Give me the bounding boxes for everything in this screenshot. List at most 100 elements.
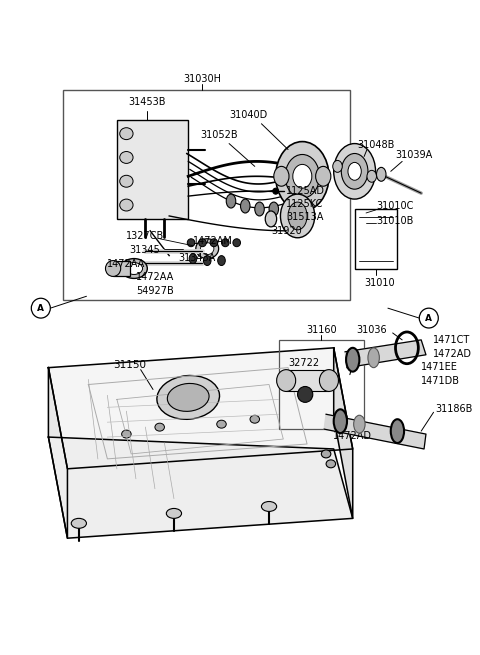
Bar (113, 261, 130, 276)
Bar (117, 120, 188, 219)
Polygon shape (48, 437, 353, 538)
Ellipse shape (346, 348, 360, 371)
Ellipse shape (376, 168, 386, 181)
Ellipse shape (276, 369, 296, 392)
Ellipse shape (233, 239, 240, 247)
Text: 1472AA: 1472AA (136, 272, 174, 282)
Ellipse shape (189, 253, 197, 263)
Ellipse shape (316, 166, 331, 186)
Ellipse shape (250, 415, 260, 423)
Ellipse shape (201, 243, 214, 255)
Ellipse shape (273, 188, 278, 194)
Ellipse shape (125, 263, 143, 274)
Text: 1472AD: 1472AD (432, 349, 471, 359)
Ellipse shape (288, 202, 307, 230)
Text: 31920: 31920 (271, 226, 302, 236)
Ellipse shape (391, 419, 404, 443)
Ellipse shape (285, 155, 319, 198)
Ellipse shape (71, 518, 86, 529)
Ellipse shape (262, 502, 276, 512)
Text: 1471EE: 1471EE (421, 362, 458, 371)
Ellipse shape (204, 255, 211, 265)
Text: 31345: 31345 (129, 245, 160, 255)
Text: 31010B: 31010B (376, 216, 414, 226)
Ellipse shape (293, 164, 312, 188)
Ellipse shape (121, 430, 131, 438)
Ellipse shape (334, 143, 375, 199)
Ellipse shape (120, 151, 133, 163)
Bar (63, 90, 350, 300)
Ellipse shape (354, 415, 365, 433)
Ellipse shape (326, 460, 336, 468)
Ellipse shape (167, 508, 181, 518)
Polygon shape (324, 414, 426, 449)
Ellipse shape (221, 239, 229, 247)
Ellipse shape (120, 199, 133, 211)
Text: 31513A: 31513A (286, 212, 324, 222)
Polygon shape (345, 340, 426, 367)
Text: 1472AA: 1472AA (108, 259, 145, 269)
Text: 31030H: 31030H (183, 74, 221, 84)
Ellipse shape (226, 194, 236, 208)
Ellipse shape (276, 141, 329, 211)
Text: 31048B: 31048B (358, 140, 395, 149)
Ellipse shape (367, 170, 376, 182)
Text: 31160: 31160 (306, 325, 336, 335)
Text: 31010: 31010 (364, 278, 395, 288)
Text: 1472AM: 1472AM (193, 236, 233, 246)
Polygon shape (334, 348, 353, 518)
Circle shape (31, 298, 50, 318)
Circle shape (420, 308, 438, 328)
Ellipse shape (333, 160, 342, 172)
Bar (355, 209, 397, 269)
Text: A: A (37, 304, 44, 312)
Ellipse shape (368, 348, 379, 367)
Text: 1472AD: 1472AD (333, 431, 372, 441)
Bar (286, 369, 329, 392)
Text: 31186B: 31186B (435, 404, 473, 415)
Polygon shape (48, 348, 353, 469)
Text: 31010C: 31010C (376, 201, 414, 211)
Text: A: A (425, 314, 432, 322)
Text: 31036: 31036 (357, 325, 387, 335)
Ellipse shape (255, 202, 264, 216)
Ellipse shape (334, 409, 347, 433)
Ellipse shape (155, 423, 165, 431)
Text: 31040D: 31040D (229, 110, 267, 120)
Text: 31150: 31150 (113, 360, 146, 369)
Ellipse shape (120, 128, 133, 140)
Ellipse shape (341, 153, 368, 189)
Text: 1471CT: 1471CT (432, 335, 470, 345)
Ellipse shape (319, 369, 338, 392)
Ellipse shape (269, 202, 278, 216)
Ellipse shape (348, 162, 361, 180)
Ellipse shape (120, 259, 147, 278)
Text: 1125AD: 1125AD (286, 186, 325, 196)
Text: 31453B: 31453B (129, 97, 166, 107)
Ellipse shape (298, 386, 313, 402)
Ellipse shape (196, 239, 218, 259)
Ellipse shape (157, 375, 219, 419)
Text: 1471DB: 1471DB (421, 375, 460, 386)
Text: 54927B: 54927B (136, 286, 174, 296)
Ellipse shape (187, 239, 195, 247)
Ellipse shape (321, 450, 331, 458)
Text: 1327CB: 1327CB (126, 231, 165, 241)
Text: 1125KC: 1125KC (286, 199, 324, 209)
Text: 31039A: 31039A (396, 149, 433, 160)
Ellipse shape (217, 421, 226, 428)
Ellipse shape (210, 239, 218, 247)
Ellipse shape (106, 261, 120, 276)
Ellipse shape (218, 255, 225, 265)
Ellipse shape (274, 166, 289, 186)
Ellipse shape (265, 211, 276, 227)
Ellipse shape (280, 194, 315, 238)
Ellipse shape (120, 176, 133, 187)
Ellipse shape (240, 199, 250, 213)
Ellipse shape (199, 239, 206, 247)
Ellipse shape (168, 383, 209, 411)
Text: 31052B: 31052B (201, 130, 239, 140)
Bar (278, 340, 364, 429)
Text: 32722: 32722 (288, 358, 319, 367)
Polygon shape (48, 367, 68, 538)
